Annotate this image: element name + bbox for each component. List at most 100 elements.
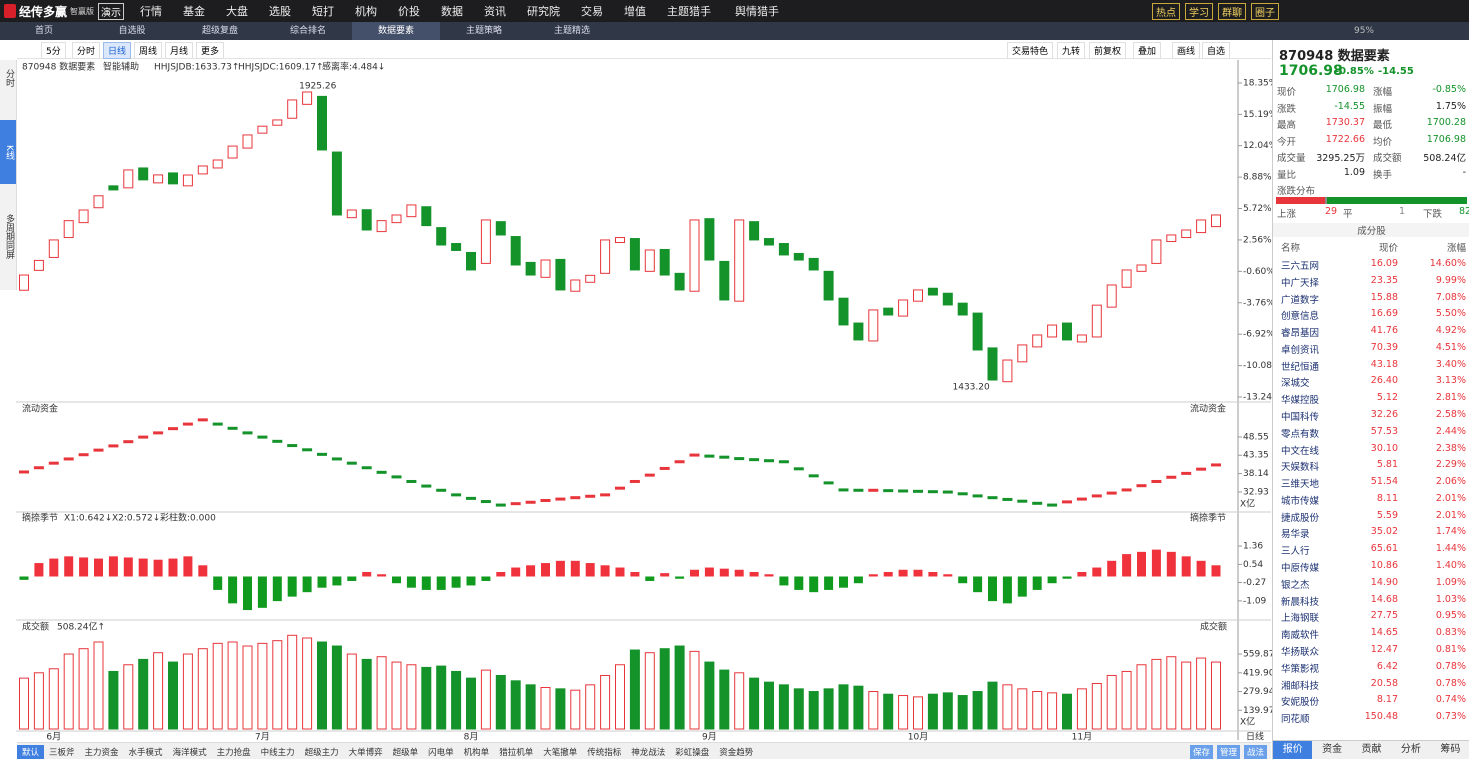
tab[interactable]: 自选股 — [118, 26, 146, 36]
component-cell[interactable]: 零点有数 — [1281, 428, 1320, 440]
action-button[interactable]: 战法 — [1243, 744, 1267, 759]
component-cell[interactable]: 华扬联众 — [1281, 646, 1320, 658]
menu-item[interactable]: 增值 — [624, 5, 647, 18]
indicator-tab[interactable]: 资金趋势 — [719, 747, 754, 758]
menu-item[interactable]: 基金 — [183, 5, 206, 18]
action-button[interactable]: 保存 — [1189, 744, 1213, 759]
component-cell[interactable]: 三人行 — [1281, 546, 1310, 558]
component-cell[interactable]: 安妮股份 — [1281, 697, 1320, 709]
component-cell[interactable]: 同花顺 — [1281, 714, 1310, 726]
tab[interactable]: 主题精选 — [553, 26, 590, 36]
component-cell[interactable]: 湘邮科技 — [1281, 680, 1320, 692]
component-cell[interactable]: 中广天择 — [1281, 277, 1320, 289]
period-button[interactable]: 月线 — [165, 42, 194, 59]
panel-title: 摘捺季节 — [22, 512, 58, 524]
indicator-tab[interactable]: 闪电单 — [428, 747, 454, 758]
period-button[interactable]: 5分 — [41, 42, 66, 59]
indicator-tab[interactable]: 大笔撤单 — [543, 747, 578, 758]
component-cell[interactable]: 捷成股份 — [1281, 512, 1320, 524]
indicator-tab[interactable]: 默认 — [17, 744, 45, 759]
action-button[interactable]: 管理 — [1216, 744, 1240, 759]
menu-button[interactable]: 圈子 — [1251, 2, 1279, 20]
candle — [1121, 269, 1132, 288]
tab[interactable]: 综合排名 — [289, 26, 326, 36]
tool-button[interactable]: 前复权 — [1089, 42, 1127, 59]
indicator-tab[interactable]: 猎拉机单 — [499, 747, 534, 758]
period-button[interactable]: 分时 — [72, 42, 101, 59]
menu-item[interactable]: 价投 — [398, 5, 421, 18]
component-cell[interactable]: 睿昂基因 — [1281, 328, 1320, 340]
menu-button[interactable]: 学习 — [1185, 2, 1213, 20]
component-cell[interactable]: 中原传媒 — [1281, 563, 1320, 575]
panel-tab[interactable]: 筹码 — [1440, 744, 1461, 755]
component-cell[interactable]: 上海钢联 — [1281, 613, 1320, 625]
component-cell[interactable]: 易华录 — [1281, 529, 1310, 541]
component-cell[interactable]: 世纪恒通 — [1281, 361, 1320, 373]
menu-item[interactable]: 选股 — [269, 5, 292, 18]
menu-item[interactable]: 交易 — [581, 5, 604, 18]
tool-button[interactable]: 交易特色 — [1007, 42, 1054, 59]
component-cell[interactable]: 广道数字 — [1281, 294, 1320, 306]
menu-item[interactable]: 主题猎手 — [667, 5, 712, 18]
tool-button[interactable]: 九转 — [1057, 42, 1086, 59]
tool-button[interactable]: 自选 — [1202, 42, 1231, 59]
component-cell[interactable]: 城市传媒 — [1281, 495, 1320, 507]
period-button[interactable]: 周线 — [134, 42, 163, 59]
indicator-tab[interactable]: 三板斧 — [49, 747, 75, 758]
component-cell[interactable]: 卓创资讯 — [1281, 344, 1320, 356]
tab[interactable]: 数据要素 — [352, 22, 440, 40]
menu-item[interactable]: 研究院 — [527, 5, 561, 18]
component-cell[interactable]: 创意信息 — [1281, 311, 1320, 323]
indicator-tab[interactable]: 机构单 — [463, 747, 490, 758]
panel-tab[interactable]: 贡献 — [1361, 744, 1382, 755]
menu-item[interactable]: 大盘 — [226, 5, 249, 18]
menu-item[interactable]: 行情 — [140, 5, 163, 18]
menu-button[interactable]: 热点 — [1152, 2, 1180, 20]
menu-item[interactable]: 数据 — [441, 5, 464, 18]
menu-item[interactable]: 舆情猎手 — [735, 5, 780, 18]
indicator-tab[interactable]: 主力资金 — [84, 747, 119, 758]
component-cell[interactable]: 华策影视 — [1281, 663, 1320, 675]
indicator-tab[interactable]: 超级主力 — [304, 747, 339, 758]
component-cell[interactable]: 中文在线 — [1281, 445, 1320, 457]
indicator-tab[interactable]: 彩虹操盘 — [675, 747, 710, 758]
demo-badge[interactable]: 演示 — [98, 2, 125, 20]
component-cell[interactable]: 华媒控股 — [1281, 395, 1320, 407]
menu-item[interactable]: 短打 — [312, 5, 335, 18]
component-cell[interactable]: 中国科传 — [1281, 412, 1320, 424]
component-cell: 4.51% — [1435, 341, 1466, 353]
tool-button[interactable]: 叠加 — [1133, 42, 1162, 59]
panel-tabs: 报价 资金 贡献 分析 筹码 — [1273, 740, 1469, 759]
component-cell[interactable]: 银之杰 — [1281, 579, 1310, 591]
tab[interactable]: 首页 — [34, 26, 53, 36]
menu-button[interactable]: 群聊 — [1218, 2, 1246, 20]
indicator-tab[interactable]: 传统指标 — [587, 747, 622, 758]
indicator-tab[interactable]: 神龙战法 — [631, 747, 666, 758]
component-cell[interactable]: 新晨科技 — [1281, 596, 1320, 608]
tool-button[interactable]: 画线 — [1172, 42, 1201, 59]
side-tab[interactable]: 多周期同屏 — [4, 214, 14, 259]
menu-item[interactable]: 机构 — [355, 5, 378, 18]
indicator-tab[interactable]: 大单博弈 — [348, 747, 383, 758]
menu-item[interactable]: 资讯 — [484, 5, 507, 18]
indicator-tab[interactable]: 水手模式 — [128, 747, 163, 758]
indicator-tab[interactable]: 海洋模式 — [172, 747, 207, 758]
season-bar — [153, 559, 163, 577]
component-cell[interactable]: 三维天地 — [1281, 479, 1320, 491]
component-cell[interactable]: 三六五网 — [1281, 261, 1320, 272]
side-tab[interactable]: K线 — [0, 120, 16, 184]
component-cell[interactable]: 天娱数科 — [1281, 462, 1320, 474]
period-button[interactable]: 日线 — [103, 42, 132, 59]
side-tab[interactable]: 分时 — [4, 69, 14, 87]
period-button[interactable]: 更多 — [196, 42, 225, 59]
tab[interactable]: 超级复盘 — [201, 26, 238, 36]
panel-tab[interactable]: 报价 — [1273, 741, 1313, 759]
indicator-tab[interactable]: 超级单 — [392, 747, 419, 758]
indicator-tab[interactable]: 主力抢盘 — [216, 747, 251, 758]
indicator-tab[interactable]: 中线主力 — [260, 747, 295, 758]
tab[interactable]: 主题策略 — [465, 26, 502, 36]
panel-tab[interactable]: 资金 — [1322, 744, 1343, 755]
component-cell[interactable]: 南威软件 — [1281, 630, 1320, 642]
panel-tab[interactable]: 分析 — [1400, 744, 1421, 755]
component-cell[interactable]: 深城交 — [1281, 378, 1310, 390]
